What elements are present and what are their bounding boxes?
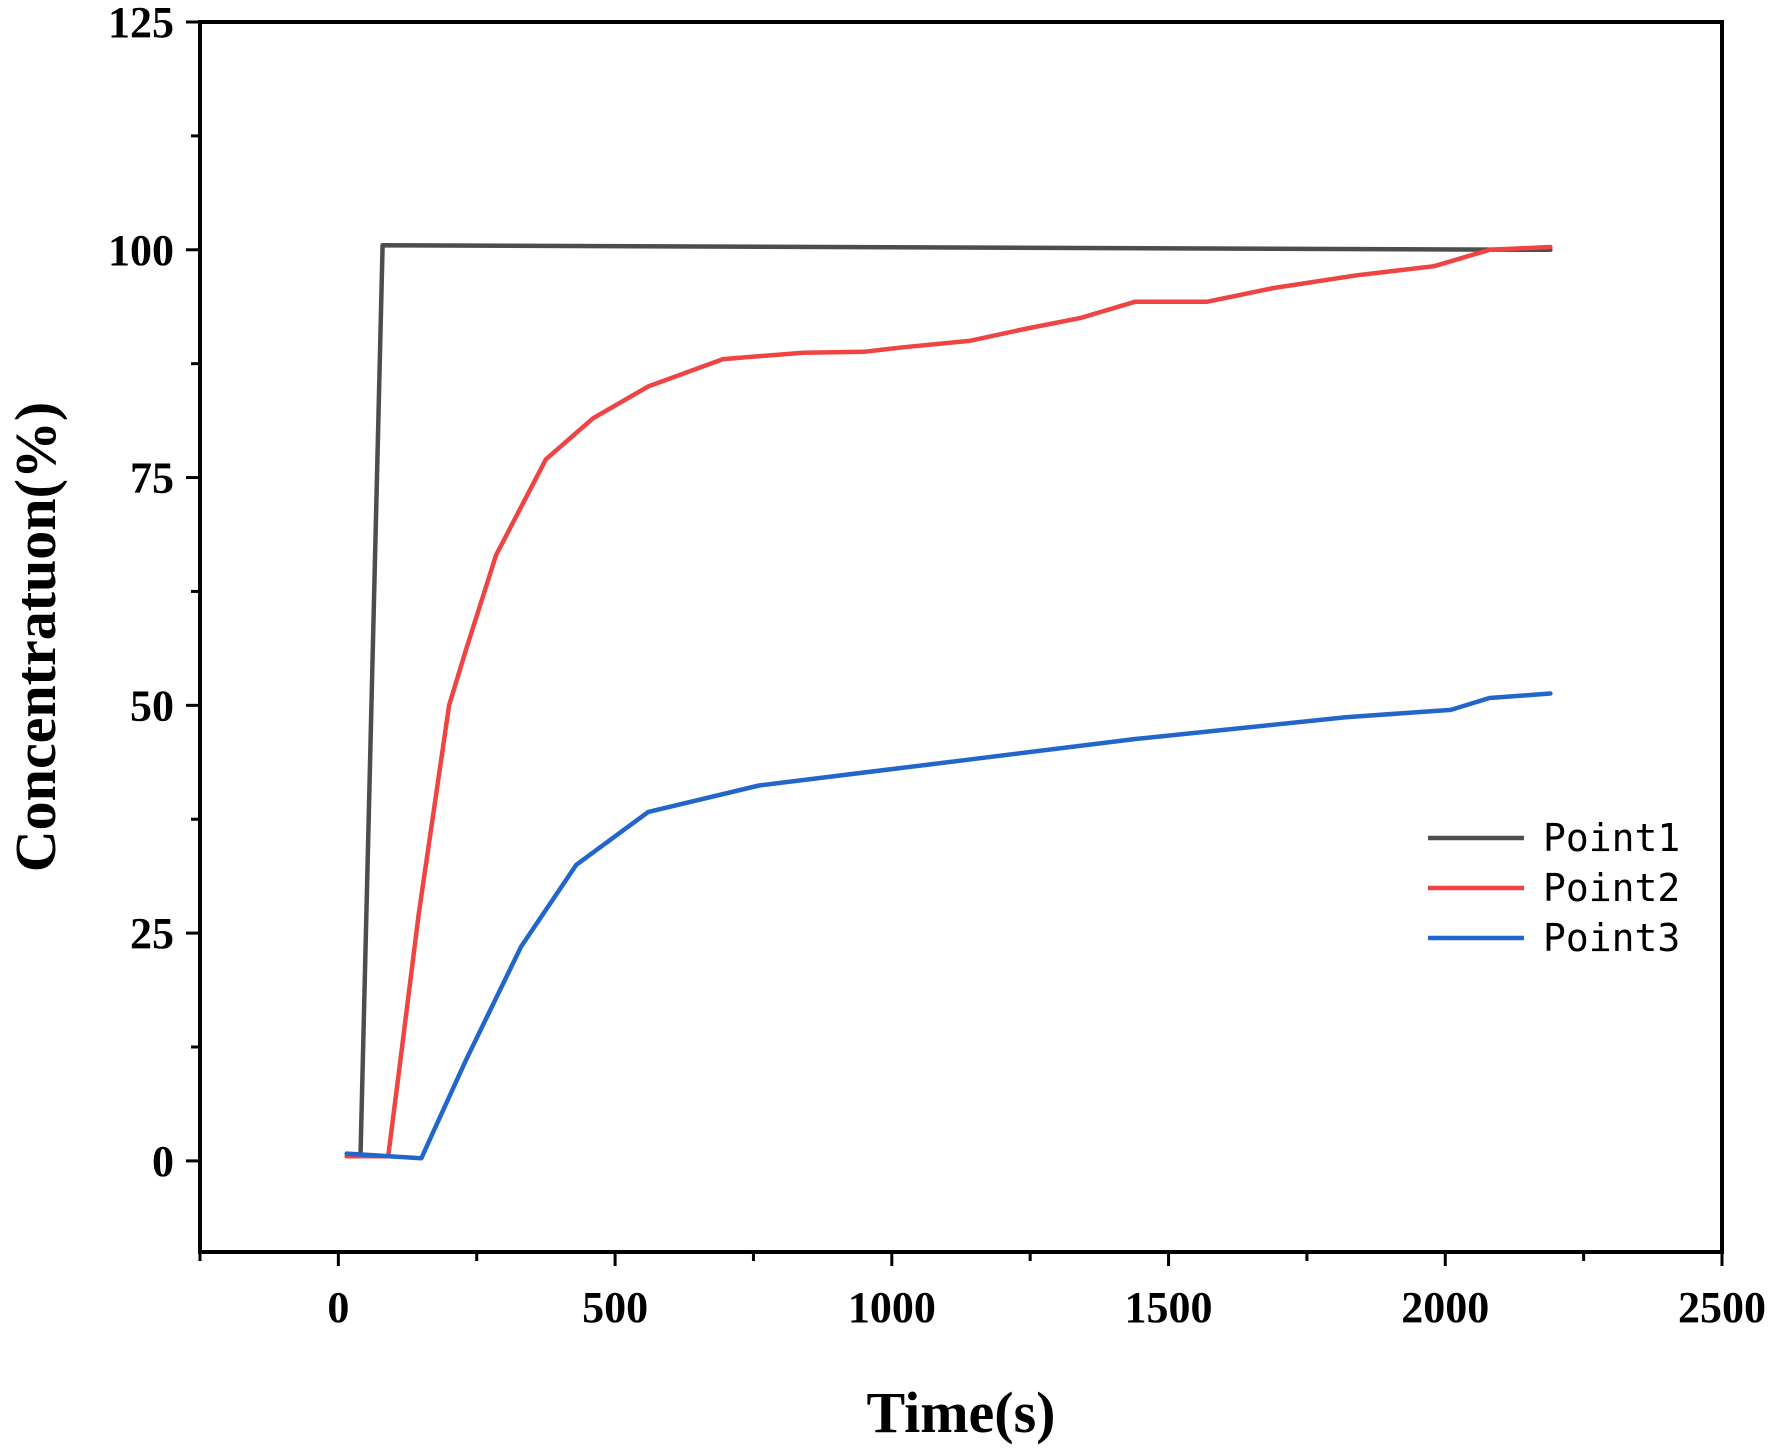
x-tick-label: 1000 (848, 1283, 936, 1332)
y-axis-ticks: 0 25 50 75 100 125 (108, 0, 200, 1186)
series-line-point3 (344, 691, 1553, 1161)
series-line-point2 (344, 244, 1553, 1159)
y-tick-label: 100 (108, 226, 174, 275)
x-axis-ticks: 0 500 1000 1500 2000 2500 (198, 1252, 1766, 1332)
plot-frame (198, 20, 1724, 1254)
y-tick-label: 0 (152, 1137, 174, 1186)
y-tick-label: 125 (108, 0, 174, 47)
x-tick-label: 1500 (1125, 1283, 1213, 1332)
x-tick-label: 500 (582, 1283, 648, 1332)
y-tick-label: 75 (130, 454, 174, 503)
x-axis-title: Time(s) (866, 1380, 1055, 1445)
y-tick-label: 50 (130, 681, 174, 730)
x-tick-label: 0 (327, 1283, 349, 1332)
legend-label-point2: Point2 (1543, 866, 1680, 910)
legend: Point1 Point2 Point3 (1428, 816, 1680, 960)
series-layer (344, 242, 1553, 1161)
x-tick-label: 2000 (1401, 1283, 1489, 1332)
x-tick-label: 2500 (1678, 1283, 1766, 1332)
legend-label-point3: Point3 (1543, 916, 1680, 960)
legend-label-point1: Point1 (1543, 816, 1680, 860)
y-axis-title: Concentratuon(%) (3, 402, 68, 872)
y-tick-label: 25 (130, 909, 174, 958)
series-line-point1 (344, 242, 1553, 1159)
